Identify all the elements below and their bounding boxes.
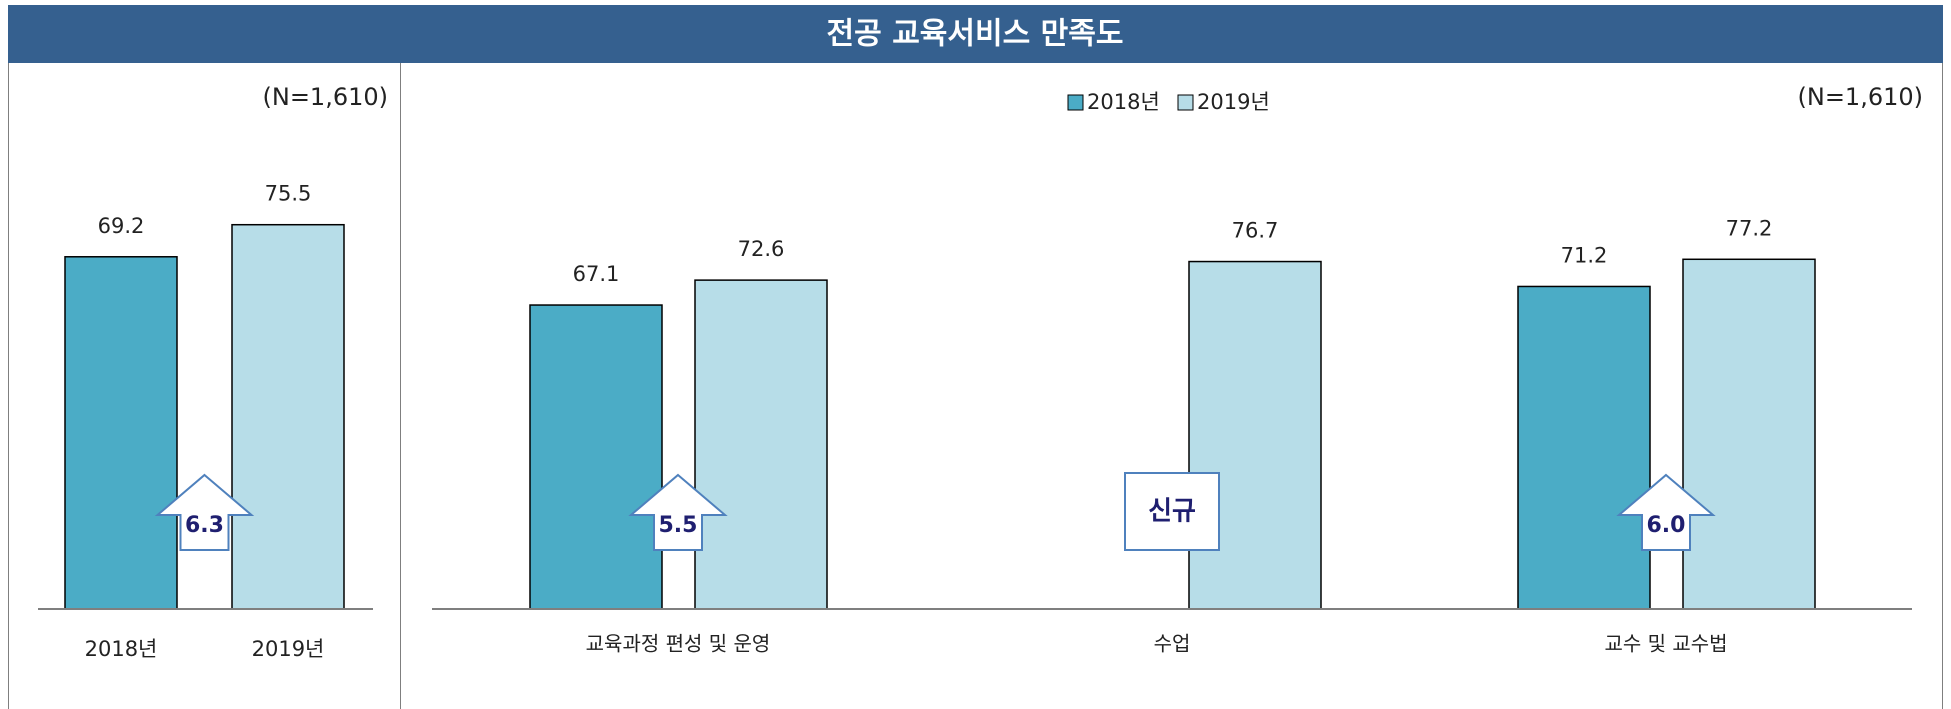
value-label: 72.6 xyxy=(738,237,785,261)
note: (N=1,610) xyxy=(1798,83,1924,111)
legend-label: 2018년 xyxy=(1087,90,1160,114)
x-tick-label: 2018년 xyxy=(85,637,158,661)
title: 전공 교육서비스 만족도 xyxy=(827,17,1124,52)
value-label: 75.5 xyxy=(265,182,312,206)
arrow-annotation xyxy=(1616,473,1716,551)
bar xyxy=(1188,260,1322,610)
bar xyxy=(64,256,178,610)
box-annotation xyxy=(1124,472,1220,551)
value-label: 71.2 xyxy=(1561,243,1608,267)
annotation-label: 6.3 xyxy=(185,513,224,538)
arrow-annotation xyxy=(628,473,728,551)
value-label: 76.7 xyxy=(1232,219,1279,243)
x-tick-label: 교육과정 편성 및 운영 xyxy=(586,632,771,656)
value-label: 69.2 xyxy=(98,214,145,238)
legend-label: 2019년 xyxy=(1197,90,1270,114)
arrow-annotation xyxy=(154,473,255,551)
x-tick-label: 수업 xyxy=(1154,632,1191,656)
annotation-label: 6.0 xyxy=(1647,513,1686,538)
title-bar xyxy=(8,5,1943,63)
bar xyxy=(1682,258,1816,610)
bar xyxy=(1517,285,1651,610)
annotation-label: 신규 xyxy=(1148,497,1196,527)
value-label: 77.2 xyxy=(1726,216,1773,240)
x-tick-label: 2019년 xyxy=(252,637,325,661)
bar xyxy=(231,223,345,610)
legend-swatch xyxy=(1177,94,1194,111)
x-tick-label: 교수 및 교수법 xyxy=(1604,632,1727,656)
bar xyxy=(694,279,828,610)
legend-swatch xyxy=(1067,94,1084,111)
value-label: 67.1 xyxy=(573,262,620,286)
note: (N=1,610) xyxy=(263,83,389,111)
bar xyxy=(529,304,663,610)
annotation-label: 5.5 xyxy=(659,513,698,538)
